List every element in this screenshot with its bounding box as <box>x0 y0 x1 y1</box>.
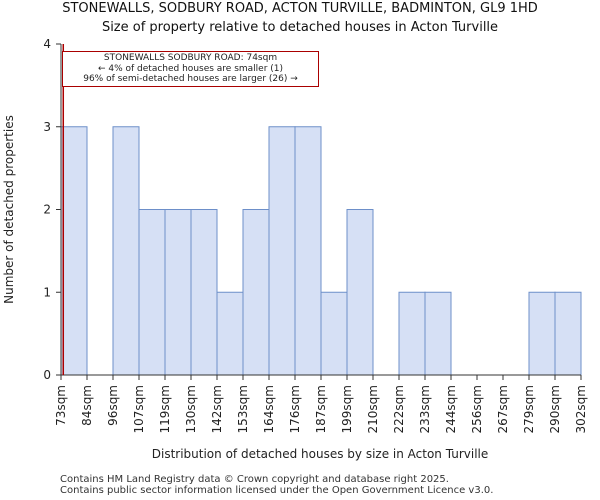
x-tick-label: 279sqm <box>522 385 536 433</box>
y-tick-label: 0 <box>43 368 51 382</box>
y-axis-label: Number of detached properties <box>2 115 16 304</box>
histogram-bar <box>138 209 166 376</box>
histogram-bar <box>112 126 140 376</box>
y-tick-label: 4 <box>43 37 51 51</box>
annotation-line-1: STONEWALLS SODBURY ROAD: 74sqm <box>103 53 278 63</box>
y-tick-label: 3 <box>43 120 51 134</box>
chart-title-line-1: STONEWALLS, SODBURY ROAD, ACTON TURVILLE… <box>62 1 538 16</box>
histogram-bar <box>164 209 192 376</box>
x-tick-label: 222sqm <box>392 385 406 433</box>
x-tick-label: 244sqm <box>444 385 458 433</box>
annotation-line-3: 96% of semi-detached houses are larger (… <box>83 74 298 84</box>
histogram-bar <box>60 126 88 376</box>
x-tick-label: 107sqm <box>132 385 146 433</box>
x-tick-label: 84sqm <box>80 385 94 426</box>
x-tick-label: 199sqm <box>340 385 354 433</box>
histogram-bar <box>242 209 270 376</box>
histogram-bar <box>294 126 322 376</box>
histogram-bar <box>424 291 452 376</box>
x-tick-label: 142sqm <box>210 385 224 433</box>
x-tick-label: 73sqm <box>54 385 68 426</box>
x-tick-label: 96sqm <box>106 385 120 426</box>
histogram-bar <box>398 291 426 376</box>
x-tick-label: 290sqm <box>548 385 562 433</box>
x-tick-label: 130sqm <box>184 385 198 433</box>
x-tick-label: 210sqm <box>366 385 380 433</box>
x-tick-label: 187sqm <box>314 385 328 433</box>
y-tick-label: 2 <box>43 203 51 217</box>
histogram-bar <box>554 291 582 376</box>
annotation-line-2: ← 4% of detached houses are smaller (1) <box>97 63 284 74</box>
footer-copyright-line: Contains HM Land Registry data © Crown c… <box>60 474 449 485</box>
histogram-bar <box>268 126 296 376</box>
footer-licence-line: Contains public sector information licen… <box>60 485 494 496</box>
x-tick-label: 267sqm <box>496 385 510 433</box>
x-tick-label: 233sqm <box>418 385 432 433</box>
chart-title-line-2: Size of property relative to detached ho… <box>101 20 499 35</box>
histogram-bar <box>216 291 244 376</box>
x-tick-label: 302sqm <box>574 385 588 433</box>
x-tick-label: 153sqm <box>236 385 250 433</box>
x-axis-label: Distribution of detached houses by size … <box>152 447 489 461</box>
histogram-bar <box>190 209 218 376</box>
x-tick-label: 164sqm <box>262 385 276 433</box>
histogram-bar <box>320 291 348 376</box>
x-tick-label: 176sqm <box>288 385 302 433</box>
subject-annotation-box: STONEWALLS SODBURY ROAD: 74sqm ← 4% of d… <box>62 51 319 87</box>
x-tick-label: 119sqm <box>158 385 172 433</box>
histogram-bar <box>528 291 556 376</box>
y-tick-label: 1 <box>43 285 51 299</box>
x-tick-label: 256sqm <box>470 385 484 433</box>
histogram-bar <box>346 209 374 376</box>
